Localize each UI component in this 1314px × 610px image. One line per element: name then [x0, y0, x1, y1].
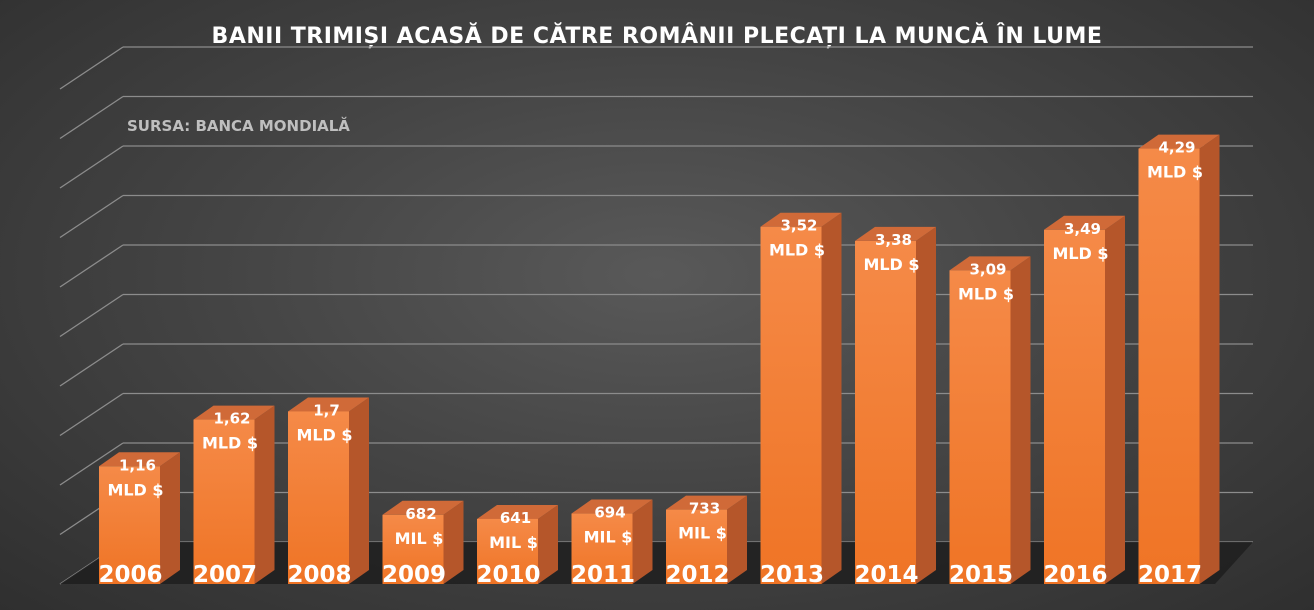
bar-2009 [382, 500, 464, 584]
x-tick-label: 2007 [193, 562, 257, 588]
data-label-value: 3,49 [1064, 220, 1101, 238]
bar-front [1138, 148, 1200, 584]
bar-front [382, 514, 444, 584]
bar-2016 [1044, 215, 1125, 584]
bar-front [193, 419, 255, 584]
bar-top [855, 226, 936, 241]
bar-top [666, 495, 747, 510]
data-label-unit: MLD $ [958, 284, 1014, 303]
gridline-wall [59, 343, 124, 387]
bar-2015 [949, 256, 1031, 584]
bar-side [1199, 134, 1220, 584]
bar-front [666, 509, 727, 584]
x-tick-label: 2016 [1043, 562, 1107, 588]
bar-top [477, 504, 558, 519]
bar-front [571, 513, 633, 584]
bar-side [821, 212, 842, 584]
bar-side [632, 499, 653, 584]
data-label-value: 694 [594, 504, 625, 522]
gridline-wall [59, 293, 124, 338]
bar-top [99, 452, 180, 467]
data-label-unit: MLD $ [107, 480, 163, 499]
chart-title: BANII TRIMIȘI ACASĂ DE CĂTRE ROMÂNII PLE… [211, 24, 1103, 49]
data-label-value: 1,7 [313, 401, 340, 419]
data-label-value: 3,38 [875, 231, 912, 249]
x-tick-label: 2009 [382, 562, 446, 588]
bar-side [538, 504, 558, 584]
bar-2008 [288, 397, 369, 584]
data-label-value: 1,16 [119, 456, 156, 474]
data-label-value: 733 [689, 500, 720, 518]
bar-side [443, 500, 464, 584]
bar-front [477, 518, 538, 584]
x-tick-label: 2013 [760, 562, 824, 588]
x-tick-label: 2008 [287, 562, 351, 588]
x-tick-label: 2011 [571, 562, 635, 588]
bar-2012 [666, 495, 747, 584]
x-tick-label: 2014 [854, 562, 918, 588]
bar-2013 [760, 212, 842, 584]
bar-side [1105, 215, 1125, 584]
data-label-unit: MIL $ [489, 533, 538, 552]
bar-front [855, 240, 916, 584]
data-label-unit: MIL $ [395, 529, 444, 548]
bar-top [949, 256, 1031, 271]
x-tick-label: 2010 [476, 562, 540, 588]
bar-top [288, 397, 369, 412]
gridline-wall [59, 442, 124, 486]
data-label-unit: MLD $ [1147, 163, 1203, 182]
bar-side [349, 397, 369, 584]
gridline-wall [59, 392, 124, 437]
gridline-wall [59, 46, 124, 90]
data-label-value: 641 [500, 509, 531, 527]
data-label-unit: MLD $ [296, 425, 352, 444]
source-note: SURSA: BANCA MONDIALĂ [127, 116, 350, 135]
bar-2011 [571, 499, 653, 584]
bar-2007 [193, 405, 275, 584]
x-tick-label: 2015 [949, 562, 1013, 588]
bar-front [1044, 229, 1105, 584]
bar-side [1010, 256, 1031, 584]
bar-2014 [855, 226, 936, 584]
x-tick-label: 2017 [1138, 562, 1202, 588]
data-label-unit: MLD $ [863, 255, 919, 274]
data-label-value: 4,29 [1158, 139, 1195, 157]
bar-front [99, 466, 160, 584]
data-label-value: 1,62 [213, 410, 250, 428]
data-label-unit: MLD $ [1052, 244, 1108, 263]
x-tick-label: 2006 [98, 562, 162, 588]
bar-2006 [99, 452, 180, 584]
data-label-unit: MIL $ [584, 528, 633, 547]
bar-top [571, 499, 653, 514]
bar-side [727, 495, 747, 584]
data-label-unit: MLD $ [769, 241, 825, 260]
x-tick-label: 2012 [665, 562, 729, 588]
bar-front [949, 270, 1011, 584]
data-label-value: 682 [405, 505, 436, 523]
bar-2010 [477, 504, 558, 584]
bar-top [382, 500, 464, 515]
bar-side [160, 452, 180, 584]
bar-side [916, 226, 936, 584]
bar-side [254, 405, 275, 584]
data-label-value: 3,09 [969, 260, 1006, 278]
bar-front [760, 226, 822, 584]
data-label-unit: MIL $ [678, 524, 727, 543]
gridline-wall [59, 194, 124, 239]
data-label-unit: MLD $ [202, 434, 258, 453]
bar-top [1138, 134, 1220, 149]
bar-front [288, 411, 349, 584]
gridline-wall [59, 244, 124, 288]
bar-top [193, 405, 275, 420]
gridline-wall [59, 95, 124, 140]
bar-top [760, 212, 842, 227]
bar-top [1044, 215, 1125, 230]
bar-2017 [1138, 134, 1220, 584]
gridline-wall [59, 145, 124, 189]
data-label-value: 3,52 [780, 217, 817, 235]
